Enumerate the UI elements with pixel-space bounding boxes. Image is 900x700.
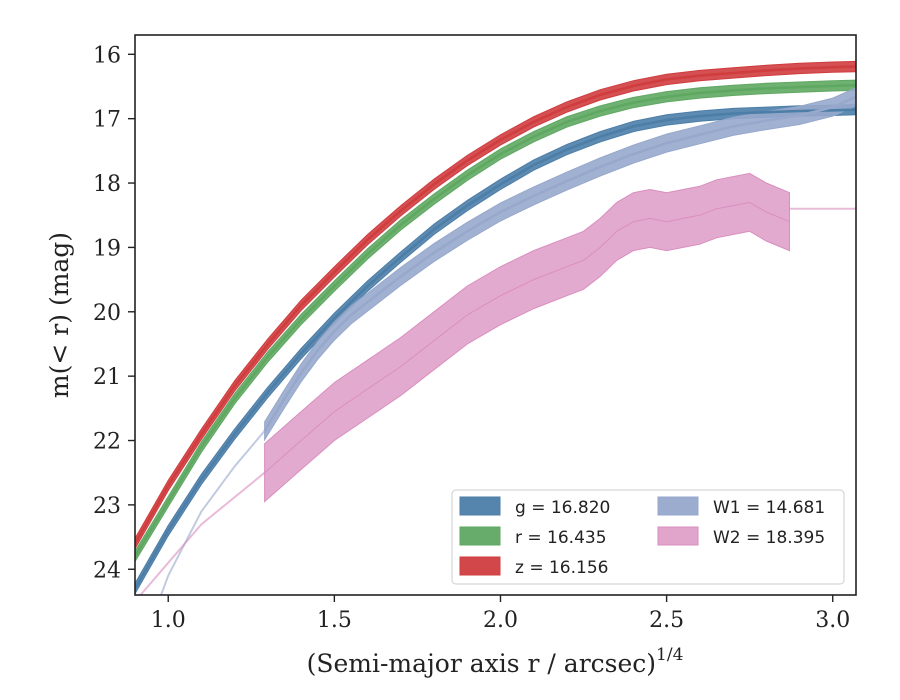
series-fit-lines: [135, 65, 856, 595]
series-z-line: [135, 65, 856, 545]
series-z-band: [135, 60, 856, 550]
x-axis-title: (Semi-major axis r / arcsec)1/4: [307, 645, 684, 678]
y-tick-label: 23: [93, 494, 121, 519]
legend-label-w1: W1 = 14.681: [713, 498, 825, 518]
y-axis-ticks: 16 17 18 19 20 21 22 23 24: [93, 43, 135, 583]
series-w2-fit-line: [139, 471, 266, 595]
series-uncertainty-bands: [135, 60, 856, 595]
y-axis-title: m(< r) (mag): [45, 232, 74, 398]
legend: g = 16.820 r = 16.435 z = 16.156 W1 = 14.68…: [451, 489, 845, 585]
legend-label-r: r = 16.435: [515, 528, 607, 548]
legend-label-w2: W2 = 18.395: [713, 528, 825, 548]
legend-swatch-z: [459, 556, 501, 576]
series-w2-line: [264, 201, 790, 474]
legend-swatch-w2: [657, 526, 699, 546]
x-axis-ticks: 1.0 1.5 2.0 2.5 3.0: [151, 595, 850, 633]
x-tick-label: 3.0: [815, 608, 850, 633]
y-tick-label: 18: [93, 172, 121, 197]
series-w1-line: [263, 95, 856, 432]
series-r-line: [135, 83, 856, 558]
series-w1-band: [264, 87, 856, 442]
legend-swatch-w1: [657, 496, 699, 516]
y-tick-label: 24: [93, 558, 121, 583]
series-g-line: [135, 108, 856, 590]
legend-swatch-g: [459, 496, 501, 516]
series-w2-band: [264, 172, 790, 503]
legend-box: [451, 489, 845, 585]
y-tick-label: 21: [93, 365, 121, 390]
legend-label-z: z = 16.156: [515, 558, 608, 578]
x-tick-label: 2.0: [483, 608, 518, 633]
y-tick-label: 20: [93, 301, 121, 326]
y-tick-label: 16: [93, 43, 121, 68]
plot-frame: [134, 34, 857, 596]
series-w1-fit-line: [160, 430, 266, 595]
series-r-band: [135, 79, 856, 563]
x-tick-label: 2.5: [649, 608, 684, 633]
y-tick-label: 22: [93, 430, 121, 455]
y-tick-label: 19: [93, 236, 121, 261]
x-tick-label: 1.0: [151, 608, 186, 633]
legend-label-g: g = 16.820: [515, 498, 610, 518]
x-tick-label: 1.5: [317, 608, 352, 633]
legend-swatch-r: [459, 526, 501, 546]
x-axis-title-exponent: 1/4: [656, 645, 683, 665]
y-tick-label: 17: [93, 108, 121, 133]
